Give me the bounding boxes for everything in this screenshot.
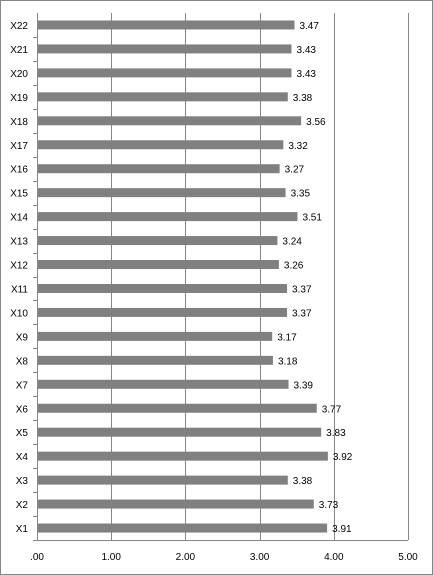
data-label: 3.43 (297, 45, 317, 56)
category-label: X13 (10, 237, 28, 248)
category-label: X1 (16, 524, 29, 535)
data-label: 3.38 (293, 476, 313, 487)
data-label: 3.92 (333, 452, 353, 463)
category-label: X17 (10, 141, 28, 152)
bar (38, 403, 317, 413)
data-label: 3.56 (306, 117, 326, 128)
category-label: X3 (16, 476, 29, 487)
category-label: X2 (16, 500, 29, 511)
category-label: X21 (10, 45, 28, 56)
bar (38, 283, 288, 293)
bar (38, 331, 273, 341)
gridlines (111, 13, 409, 540)
bar (38, 523, 328, 533)
bar (38, 92, 288, 102)
bar (38, 475, 288, 485)
bar (38, 164, 280, 174)
data-label: 3.27 (285, 165, 305, 176)
data-label: 3.17 (277, 332, 297, 343)
bar (38, 499, 314, 509)
data-label: 3.73 (319, 500, 339, 511)
category-label: X19 (10, 93, 28, 104)
data-label: 3.39 (294, 380, 314, 391)
data-label: 3.37 (292, 284, 312, 295)
bar (38, 44, 292, 54)
bar (38, 379, 289, 389)
data-label: 3.51 (302, 213, 322, 224)
data-label: 3.18 (278, 356, 298, 367)
category-label: X4 (16, 452, 29, 463)
data-label: 3.43 (297, 69, 317, 80)
category-label: X22 (10, 21, 28, 32)
bar (38, 236, 278, 246)
category-label: X18 (10, 117, 28, 128)
category-label: X9 (16, 332, 29, 343)
labels: .00 1.00 2.00 3.00 4.00 5.00 X1 3.91 X2 3.73 X3 3.3… (10, 21, 418, 563)
category-label: X10 (10, 308, 28, 319)
bar (38, 140, 284, 150)
x-tick-label: 5.00 (398, 552, 418, 563)
data-label: 3.37 (292, 308, 312, 319)
bar (38, 427, 322, 437)
bar (38, 116, 302, 126)
category-label: X8 (16, 356, 29, 367)
axes (33, 13, 408, 541)
category-label: X7 (16, 380, 29, 391)
bar (38, 355, 273, 365)
data-label: 3.38 (293, 93, 313, 104)
category-label: X12 (10, 261, 28, 272)
data-label: 3.32 (288, 141, 308, 152)
x-tick-label: 2.00 (176, 552, 196, 563)
x-tick-label: 3.00 (250, 552, 270, 563)
bar (38, 188, 286, 198)
category-label: X15 (10, 189, 28, 200)
x-tick-label: .00 (30, 552, 44, 563)
x-tick-label: 4.00 (324, 552, 344, 563)
bars (38, 20, 328, 533)
category-label: X16 (10, 165, 28, 176)
bar (38, 68, 292, 78)
data-label: 3.83 (326, 428, 346, 439)
data-label: 3.35 (291, 189, 311, 200)
data-label: 3.47 (299, 21, 319, 32)
bar (38, 307, 288, 317)
data-label: 3.24 (282, 237, 302, 248)
bar (38, 212, 298, 222)
category-label: X14 (10, 213, 28, 224)
category-label: X11 (11, 284, 28, 295)
x-tick-label: 1.00 (101, 552, 121, 563)
category-label: X5 (16, 428, 29, 439)
bar (38, 451, 328, 461)
data-label: 3.91 (332, 524, 352, 535)
bar (38, 20, 295, 30)
category-label: X6 (16, 404, 29, 415)
bar (38, 260, 279, 270)
data-label: 3.26 (284, 261, 304, 272)
data-label: 3.77 (322, 404, 342, 415)
category-label: X20 (10, 69, 28, 80)
